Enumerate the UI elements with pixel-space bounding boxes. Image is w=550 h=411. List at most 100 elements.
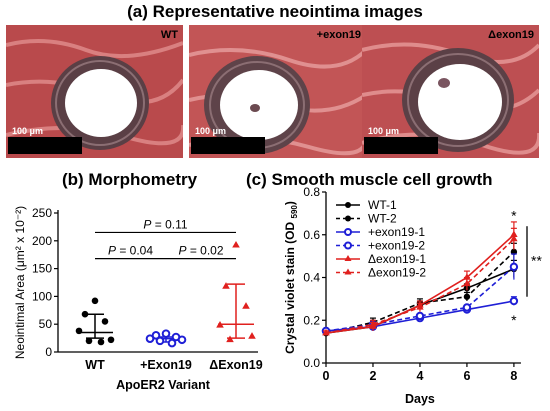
legend-marker xyxy=(344,268,352,275)
data-point xyxy=(167,338,177,348)
group-wt xyxy=(75,297,115,346)
micrograph-label: +exon19 xyxy=(316,29,361,41)
data-point xyxy=(226,335,234,343)
x-tick-label: 2 xyxy=(370,369,377,383)
data-point xyxy=(85,337,93,345)
significance-star: * xyxy=(511,312,517,328)
legend-item: +exon19-1 xyxy=(336,225,425,239)
data-point xyxy=(463,279,471,287)
data-point xyxy=(509,296,519,306)
data-point xyxy=(462,303,472,312)
x-axis-label: ApoER2 Variant xyxy=(116,378,211,392)
data-point xyxy=(510,234,518,242)
x-tick-label: WT xyxy=(85,358,105,372)
scale-bar-label: 100 μm xyxy=(368,126,400,136)
scale-bar-label: 100 μm xyxy=(12,126,44,136)
data-point xyxy=(75,327,83,335)
micrograph-label: WT xyxy=(160,29,178,41)
data-point xyxy=(463,293,471,300)
legend-item: +exon19-2 xyxy=(336,239,425,253)
x-tick-label: ΔExon19 xyxy=(209,358,262,372)
y-axis-label: Neointimal Area (μm² x 10⁻²) xyxy=(13,206,27,359)
data-point xyxy=(177,335,187,345)
legend-label: +exon19-2 xyxy=(368,239,425,253)
scale-bar xyxy=(191,137,265,154)
p-value-label: P = 0.11 xyxy=(143,217,187,231)
data-point xyxy=(216,321,224,328)
data-point xyxy=(101,318,109,325)
scale-bar-label: 100 μm xyxy=(195,126,227,136)
y-axis-label: Crystal violet stain (OD 590) xyxy=(283,201,299,354)
legend-label: +exon19-1 xyxy=(368,225,425,239)
scale-bar xyxy=(8,137,82,154)
p-value-label: P = 0.02 xyxy=(178,244,223,258)
series--exon19-2 xyxy=(322,227,518,336)
y-tick-label: 200 xyxy=(32,234,52,248)
y-tick-label: 0 xyxy=(45,345,52,359)
series-line xyxy=(325,266,515,332)
legend-label: WT-2 xyxy=(368,212,397,226)
micrograph-wt-image xyxy=(6,25,183,158)
micrograph-delta-exon19-image xyxy=(362,25,539,158)
data-point xyxy=(97,338,105,346)
data-point xyxy=(222,282,230,289)
legend-marker xyxy=(344,228,352,236)
data-point xyxy=(81,310,89,318)
x-tick-label: 6 xyxy=(463,369,470,383)
significance-star: * xyxy=(511,208,517,224)
data-point xyxy=(415,311,425,321)
x-tick-label: +Exon19 xyxy=(140,358,192,372)
micrograph-exon19-image xyxy=(189,25,366,158)
y-tick-label: 0.4 xyxy=(303,271,320,285)
y-tick-label: 150 xyxy=(32,262,52,276)
data-point xyxy=(155,336,165,346)
data-point xyxy=(248,332,256,339)
data-point xyxy=(91,297,99,305)
panel-a-title: (a) Representative neointima images xyxy=(127,2,423,21)
x-tick-label: 0 xyxy=(323,369,330,383)
legend-label: WT-1 xyxy=(368,198,397,212)
y-tick-label: 50 xyxy=(39,317,53,331)
y-tick-label: 250 xyxy=(32,206,52,220)
data-point xyxy=(107,336,115,344)
data-point xyxy=(369,320,377,327)
data-point xyxy=(509,262,519,272)
micrograph-label: Δexon19 xyxy=(488,29,534,41)
significance-star: ** xyxy=(531,252,542,268)
legend-marker xyxy=(345,215,351,222)
micrograph-exon19: +exon19 100 μm xyxy=(189,25,366,158)
group-exon19 xyxy=(145,329,187,348)
x-axis-label: Days xyxy=(405,392,435,406)
data-point xyxy=(416,303,424,310)
data-point xyxy=(145,334,155,343)
legend-label: Δexon19-1 xyxy=(368,252,426,266)
legend-item: Δexon19-2 xyxy=(336,266,426,280)
micrograph-wt: WT 100 μm xyxy=(6,25,183,158)
y-tick-label: 100 xyxy=(32,289,52,303)
data-point xyxy=(322,328,330,336)
legend-item: Δexon19-1 xyxy=(336,252,426,266)
data-point xyxy=(242,302,250,309)
scale-bar xyxy=(364,137,438,154)
micrograph-delta-exon19: Δexon19 100 μm xyxy=(362,25,539,158)
data-point xyxy=(161,329,171,338)
group-exon19 xyxy=(216,240,256,343)
x-tick-label: 4 xyxy=(416,369,423,383)
y-tick-label: 0.2 xyxy=(303,313,320,327)
y-tick-label: 0.8 xyxy=(303,185,320,199)
legend-item: WT-1 xyxy=(336,198,397,212)
legend-label: Δexon19-2 xyxy=(368,266,426,280)
legend-marker xyxy=(345,202,351,208)
p-value-label: P = 0.04 xyxy=(108,244,153,258)
y-tick-label: 0.6 xyxy=(303,228,320,242)
x-tick-label: 8 xyxy=(510,369,517,383)
y-tick-label: 0.0 xyxy=(303,356,320,370)
data-point xyxy=(232,240,240,248)
legend-marker xyxy=(344,241,352,250)
panel-b-title: (b) Morphometry xyxy=(62,170,198,189)
legend-item: WT-2 xyxy=(336,212,397,226)
legend-marker xyxy=(344,255,352,261)
panel-c-title: (c) Smooth muscle cell growth xyxy=(246,170,493,189)
